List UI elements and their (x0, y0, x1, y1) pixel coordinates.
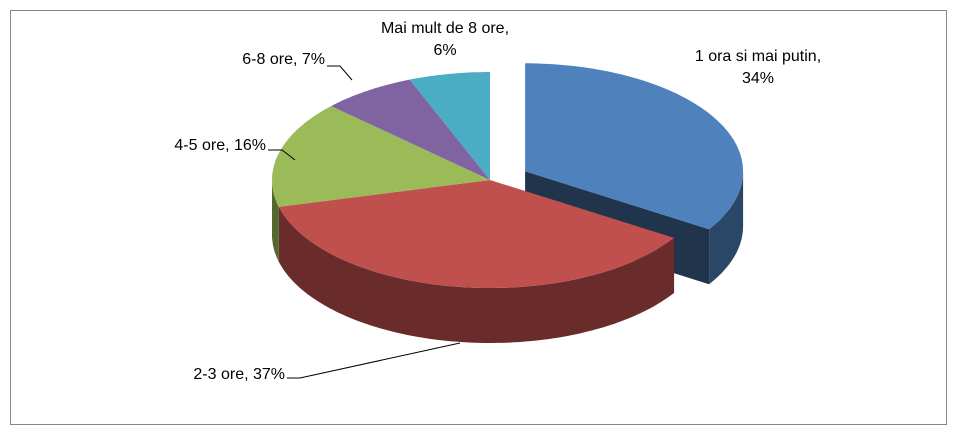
data-label: 4-5 ore, 16% (174, 137, 266, 154)
data-label: 6-8 ore, 7% (242, 51, 325, 68)
leader-line (268, 149, 296, 161)
data-label: 2-3 ore, 37% (193, 366, 285, 383)
slice-side (278, 206, 675, 343)
data-label: Mai mult de 8 ore, 6% (380, 20, 510, 59)
pie (272, 63, 744, 343)
slice (409, 72, 490, 180)
leader-line (327, 65, 353, 81)
slice-side (272, 180, 279, 262)
slice (331, 79, 490, 180)
data-label: 1 ora si mai putin, 34% (694, 48, 822, 87)
slice-side (709, 171, 744, 285)
leader-line (287, 342, 461, 379)
slice (525, 63, 743, 230)
slice (272, 106, 490, 207)
slice (278, 180, 675, 288)
